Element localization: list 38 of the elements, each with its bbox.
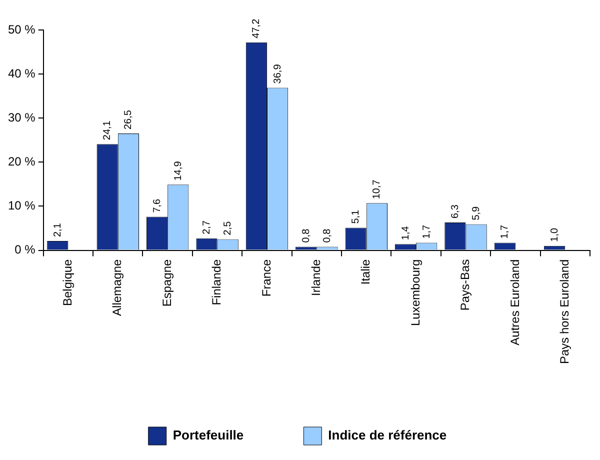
data-label: 7,6 [152, 198, 163, 213]
x-tick-label: France [259, 258, 274, 297]
x-tick-label: Pays hors Euroland [557, 259, 572, 364]
x-tick-label: Espagne [160, 258, 174, 307]
x-tick-label: Luxembourg [408, 259, 422, 326]
y-tick-label: 50 % [8, 22, 36, 36]
data-label: 14,9 [172, 160, 184, 181]
x-tick-label: Finlande [210, 258, 224, 306]
x-tick-label: Italie [358, 258, 373, 285]
y-tick-label: 30 % [8, 110, 36, 124]
data-label: 5,1 [350, 209, 362, 224]
data-label: 1,7 [421, 224, 432, 239]
x-tick-label: Pays-Bas [458, 259, 472, 311]
data-label: 2,7 [201, 220, 212, 234]
y-tick-label: 0 % [14, 242, 36, 257]
data-label: 2,5 [222, 220, 234, 236]
data-label: 0,8 [322, 228, 333, 243]
legend-label: Portefeuille [172, 428, 244, 443]
y-tick-label: 10 % [8, 198, 36, 213]
data-label: 0,8 [300, 228, 312, 243]
data-label: 26,5 [123, 110, 134, 130]
x-tick-label: Autres Euroland [508, 259, 522, 346]
data-label: 6,3 [450, 204, 461, 219]
data-label: 10,7 [372, 179, 383, 200]
x-tick-label: Irlande [308, 258, 323, 296]
data-label: 2,1 [52, 222, 64, 238]
y-tick-label: 40 % [8, 66, 36, 80]
y-tick-label: 20 % [8, 154, 36, 168]
legend-label: Indice de référence [328, 428, 447, 443]
data-label: 5,9 [471, 206, 482, 220]
data-label: 1,4 [400, 226, 412, 240]
data-label: 47,2 [251, 18, 262, 38]
data-label: 1,7 [500, 224, 511, 239]
x-tick-label: Belgique [60, 258, 75, 306]
data-label: 24,1 [102, 120, 114, 140]
x-tick-label: Allemagne [110, 258, 124, 316]
data-label: 1,0 [549, 228, 560, 242]
data-label: 36,9 [272, 64, 284, 84]
